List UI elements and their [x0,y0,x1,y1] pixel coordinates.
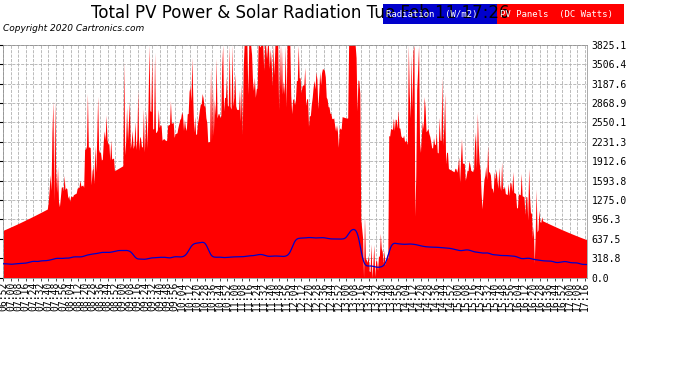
Text: Copyright 2020 Cartronics.com: Copyright 2020 Cartronics.com [3,24,145,33]
Text: PV Panels  (DC Watts): PV Panels (DC Watts) [500,10,613,18]
Text: Radiation  (W/m2): Radiation (W/m2) [386,10,477,18]
Text: Total PV Power & Solar Radiation Tue Feb 11 17:26: Total PV Power & Solar Radiation Tue Feb… [91,4,509,22]
